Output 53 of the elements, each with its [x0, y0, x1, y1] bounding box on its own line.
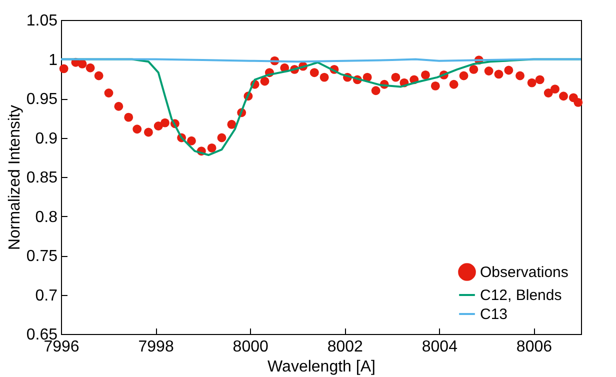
- point: [154, 122, 163, 130]
- point: [527, 78, 536, 88]
- point: [320, 72, 329, 82]
- point: [544, 88, 553, 98]
- point: [217, 133, 226, 142]
- point: [421, 70, 430, 80]
- point: [430, 81, 440, 90]
- point: [260, 76, 270, 86]
- point: [78, 59, 87, 68]
- point: [371, 86, 380, 96]
- point: [59, 64, 68, 74]
- point: [469, 64, 478, 74]
- point: [484, 66, 494, 76]
- point: [310, 68, 319, 78]
- point: [207, 143, 216, 152]
- point: [94, 71, 104, 80]
- y-tick-label: 0.95: [26, 91, 58, 108]
- point: [391, 72, 400, 82]
- x-tick-label: 8000: [232, 338, 268, 356]
- y-tick-label: 0.9: [35, 130, 58, 148]
- point: [449, 80, 458, 89]
- legend-label: Observations: [480, 264, 568, 281]
- point: [550, 84, 560, 94]
- point: [124, 112, 134, 122]
- point: [227, 120, 236, 129]
- y-tick-label: 1.05: [26, 12, 58, 30]
- point: [494, 70, 504, 79]
- point: [86, 63, 95, 72]
- point: [559, 92, 568, 101]
- y-tick-label: 0.75: [26, 248, 58, 265]
- y-tick-label: 0.85: [26, 170, 58, 186]
- point: [187, 136, 196, 146]
- point: [104, 88, 114, 98]
- x-tick-label: 7998: [138, 338, 174, 356]
- point: [144, 128, 153, 137]
- x-tick-label: 8002: [327, 338, 364, 356]
- y-axis-title: Normalized Intensity: [6, 105, 24, 250]
- point: [574, 98, 583, 107]
- y-tick-label: 1: [48, 52, 58, 69]
- x-tick-label: 8004: [422, 338, 458, 356]
- point: [504, 66, 514, 75]
- point: [516, 71, 524, 80]
- point: [459, 71, 468, 80]
- point: [535, 75, 544, 84]
- point: [114, 102, 124, 111]
- x-tick-label: 8006: [516, 338, 552, 356]
- x-axis-title: Wavelength [A]: [268, 358, 376, 376]
- legend-label: C12, Blends: [480, 287, 562, 304]
- legend-label: C13: [480, 306, 508, 323]
- point: [132, 124, 142, 134]
- point: [160, 118, 170, 128]
- y-tick-label: 0.8: [35, 208, 58, 226]
- y-tick-label: 0.7: [35, 287, 58, 304]
